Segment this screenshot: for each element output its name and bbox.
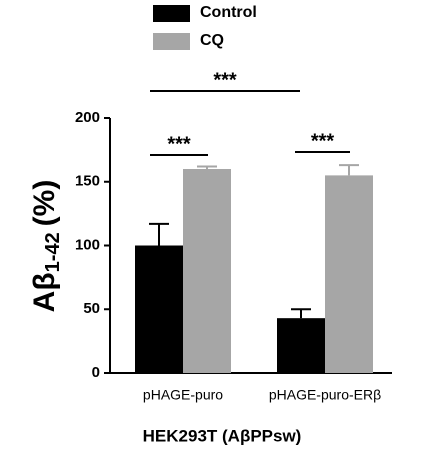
legend-label: CQ: [200, 32, 224, 49]
y-label-suffix: (%): [28, 180, 61, 227]
x-tick-label: pHAGE-puro: [143, 387, 223, 403]
y-tick-label: 0: [92, 364, 100, 381]
y-label-subscript: 1-42: [42, 232, 64, 272]
y-tick-label: 200: [75, 109, 100, 126]
x-tick-label: pHAGE-puro-ERβ: [269, 387, 381, 403]
legend-swatch: [153, 33, 190, 50]
y-tick-label: 100: [75, 236, 100, 253]
y-axis-label: Aβ1-42 (%): [28, 180, 64, 313]
bar: [135, 245, 183, 373]
bar: [277, 318, 325, 373]
bar: [183, 169, 231, 373]
y-tick-label: 150: [75, 173, 100, 190]
significance-label: ***: [167, 133, 191, 155]
significance-label: ***: [311, 130, 335, 152]
bar: [325, 175, 373, 373]
legend-label: Control: [200, 4, 257, 21]
significance-label: ***: [213, 69, 237, 91]
y-tick-label: 50: [83, 300, 100, 317]
y-label-main: Aβ: [28, 272, 61, 312]
x-axis-label: HEK293T (AβPPsw): [143, 426, 302, 445]
legend-swatch: [153, 5, 190, 22]
